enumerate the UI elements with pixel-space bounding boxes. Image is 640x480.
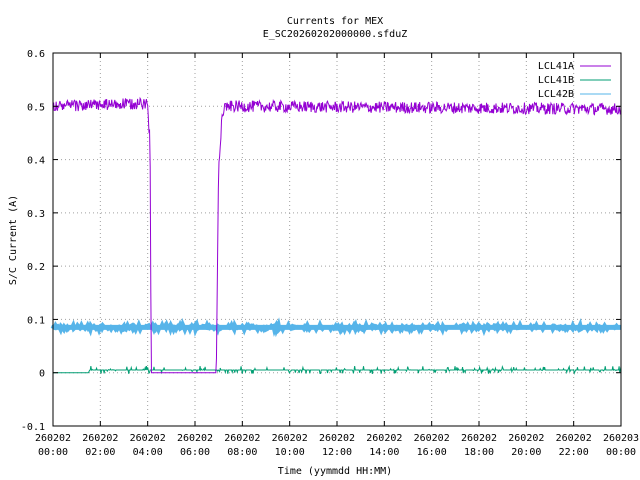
y-tick-label: 0.6 xyxy=(27,49,45,60)
x-tick-label-time: 08:00 xyxy=(227,447,257,458)
series-line-lcl42b xyxy=(50,317,621,338)
y-tick-label: 0.4 xyxy=(27,156,45,167)
y-tick-label: 0 xyxy=(39,369,45,380)
legend-label: LCL42B xyxy=(538,89,574,100)
y-tick-label: 0.5 xyxy=(27,102,45,113)
x-tick-label-time: 18:00 xyxy=(464,447,494,458)
x-tick-label-time: 00:00 xyxy=(606,447,636,458)
x-tick-label-date: 260202 xyxy=(556,433,592,444)
series-line-lcl41a xyxy=(52,96,622,374)
series-line-lcl41b xyxy=(53,364,622,375)
x-tick-label-time: 06:00 xyxy=(180,447,210,458)
x-tick-label-date: 260202 xyxy=(82,433,118,444)
x-tick-label-date: 260202 xyxy=(130,433,166,444)
legend: LCL41A LCL41B LCL42B xyxy=(538,61,611,100)
x-tick-label-date: 260202 xyxy=(319,433,355,444)
chart-subtitle: E_SC20260202000000.sfduZ xyxy=(263,29,408,40)
y-tick-label: 0.2 xyxy=(27,262,45,273)
x-tick-label-date: 260202 xyxy=(224,433,260,444)
x-tick-label-time: 12:00 xyxy=(322,447,352,458)
x-tick-label-time: 04:00 xyxy=(133,447,163,458)
x-tick-label-time: 14:00 xyxy=(369,447,399,458)
x-tick-label-time: 00:00 xyxy=(38,447,68,458)
y-tick-label: 0.3 xyxy=(27,209,45,220)
legend-label: LCL41A xyxy=(538,61,574,72)
y-tick-label: -0.1 xyxy=(21,422,45,433)
x-tick-label-date: 260202 xyxy=(414,433,450,444)
axes: 0.60.50.40.30.20.10-0.126020200:00260202… xyxy=(21,49,639,458)
x-tick-label-time: 22:00 xyxy=(559,447,589,458)
x-tick-label-date: 260202 xyxy=(366,433,402,444)
x-tick-label-time: 10:00 xyxy=(275,447,305,458)
x-axis-label: Time (yymmdd HH:MM) xyxy=(278,466,392,477)
x-tick-label-date: 260203 xyxy=(603,433,639,444)
x-tick-label-date: 260202 xyxy=(272,433,308,444)
x-tick-label-time: 16:00 xyxy=(417,447,447,458)
x-tick-label-date: 260202 xyxy=(35,433,71,444)
y-axis-label: S/C Current (A) xyxy=(8,195,19,285)
plot-area xyxy=(50,96,622,375)
chart-title: Currents for MEX xyxy=(287,16,383,27)
y-tick-label: 0.1 xyxy=(27,315,45,326)
x-tick-label-date: 260202 xyxy=(461,433,497,444)
x-tick-label-date: 260202 xyxy=(508,433,544,444)
x-tick-label-date: 260202 xyxy=(177,433,213,444)
x-tick-label-time: 20:00 xyxy=(511,447,541,458)
x-tick-label-time: 02:00 xyxy=(85,447,115,458)
legend-label: LCL41B xyxy=(538,75,574,86)
